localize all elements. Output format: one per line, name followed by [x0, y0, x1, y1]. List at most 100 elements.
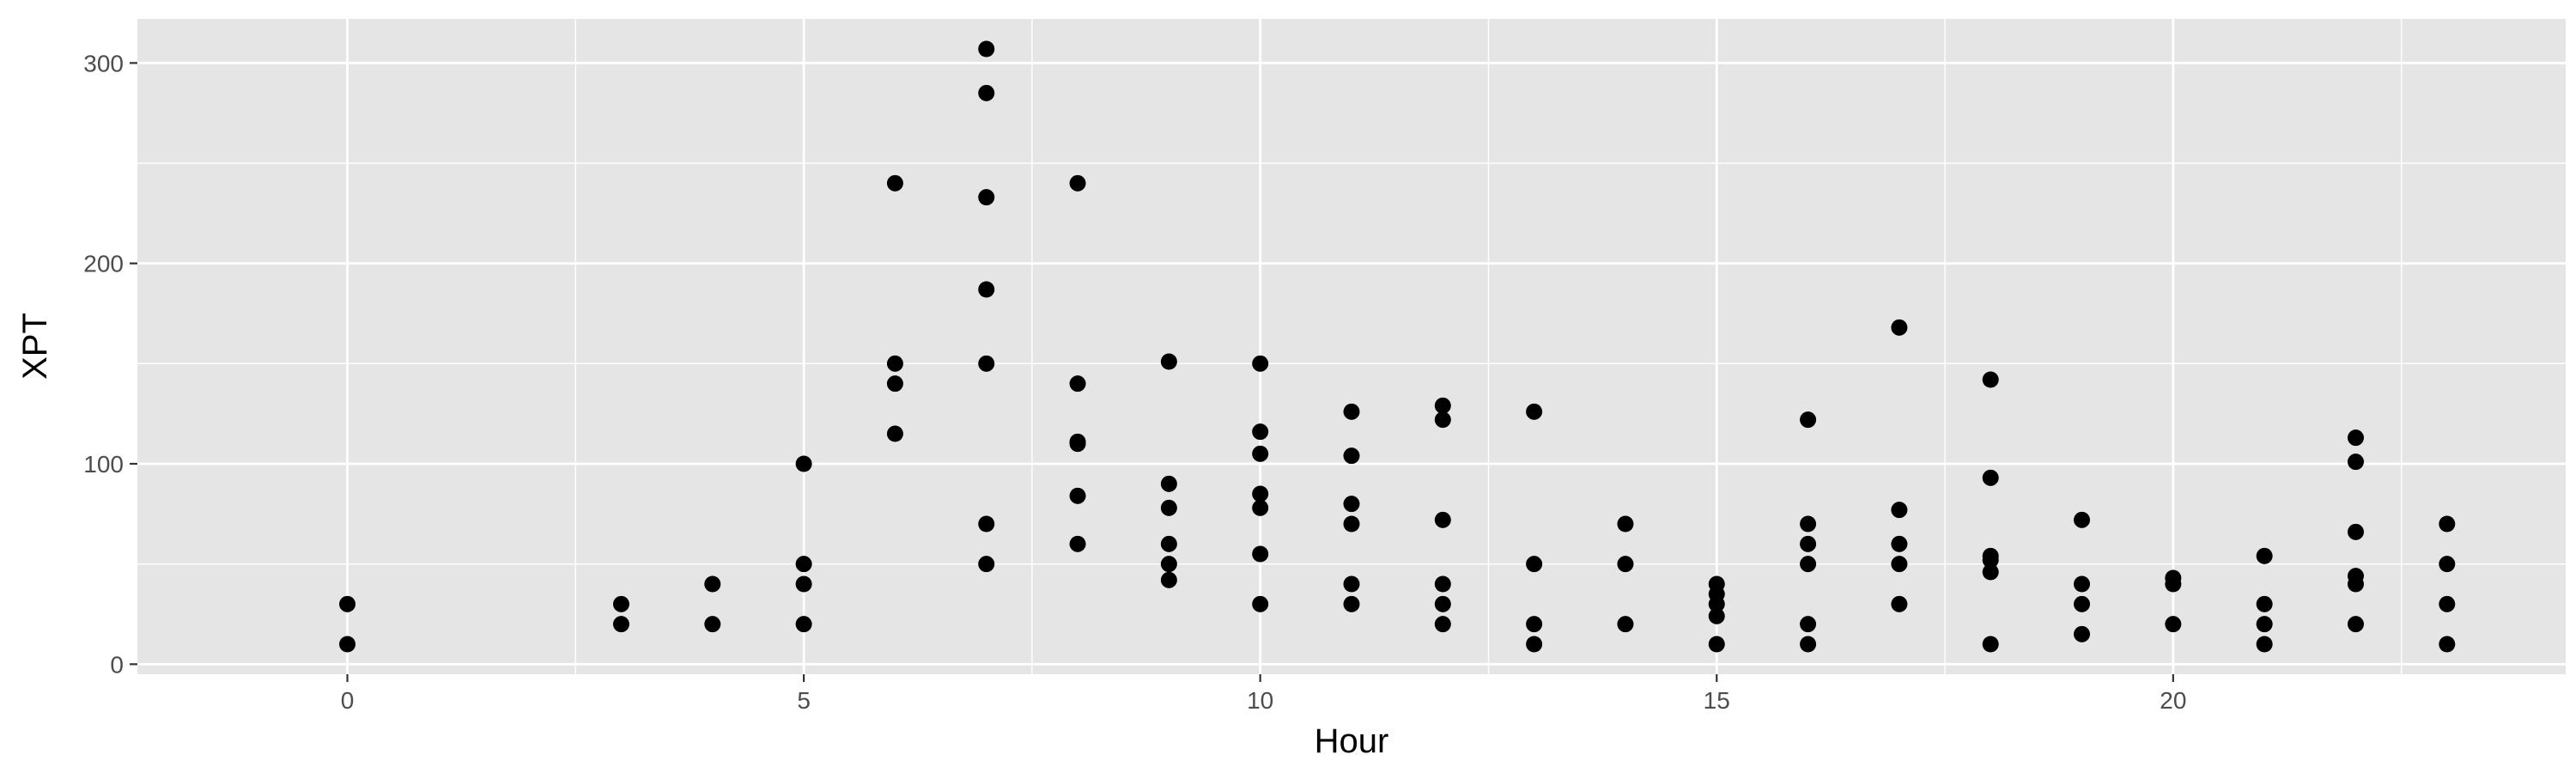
data-point — [1434, 595, 1451, 612]
data-point — [2074, 595, 2091, 612]
data-point — [2165, 616, 2182, 633]
data-point — [1343, 595, 1360, 612]
data-point — [1252, 485, 1269, 502]
x-tick-label: 15 — [1704, 687, 1730, 714]
y-tick-label: 200 — [83, 251, 124, 277]
data-point — [2074, 511, 2091, 528]
data-point — [1069, 174, 1086, 192]
data-point — [886, 375, 903, 393]
data-point — [2347, 429, 2364, 447]
data-point — [2439, 595, 2456, 612]
data-point — [795, 616, 812, 633]
data-point — [1343, 515, 1360, 533]
data-point — [1982, 469, 1999, 486]
data-point — [1252, 423, 1269, 441]
data-point — [2347, 575, 2364, 593]
data-point — [1252, 355, 1269, 372]
data-point — [1708, 607, 1725, 624]
data-point — [1343, 403, 1360, 420]
data-point — [1069, 535, 1086, 552]
data-point — [1891, 556, 1908, 573]
data-point — [1252, 595, 1269, 612]
data-point — [1160, 535, 1177, 552]
y-axis: 0 100 200 300 — [83, 50, 137, 678]
data-point — [2347, 523, 2364, 540]
x-tick-label: 10 — [1247, 687, 1273, 714]
x-tick-label: 0 — [341, 687, 355, 714]
data-point — [1800, 411, 1817, 429]
data-point — [1252, 499, 1269, 516]
data-point — [1982, 636, 1999, 653]
data-point — [1434, 575, 1451, 593]
data-point — [886, 425, 903, 442]
x-axis: 0 5 10 15 20 — [341, 674, 2186, 714]
data-point — [704, 575, 721, 593]
data-point — [1526, 403, 1543, 420]
data-points — [339, 40, 2456, 653]
data-point — [886, 355, 903, 372]
plot-panel — [137, 19, 2566, 674]
data-point — [2439, 636, 2456, 653]
data-point — [612, 595, 629, 612]
data-point — [978, 355, 995, 372]
data-point — [2347, 616, 2364, 633]
data-point — [1434, 616, 1451, 633]
data-point — [1800, 636, 1817, 653]
data-point — [339, 636, 356, 653]
data-point — [2256, 616, 2273, 633]
data-point — [2165, 575, 2182, 593]
data-point — [2439, 515, 2456, 533]
data-point — [704, 616, 721, 633]
data-point — [1434, 411, 1451, 429]
data-point — [978, 40, 995, 58]
data-point — [1800, 535, 1817, 552]
data-point — [978, 189, 995, 206]
data-point — [2074, 625, 2091, 642]
data-point — [1982, 371, 1999, 388]
data-point — [795, 455, 812, 472]
data-point — [1982, 551, 1999, 569]
data-point — [1617, 616, 1634, 633]
data-point — [1526, 616, 1543, 633]
data-point — [1800, 556, 1817, 573]
data-point — [339, 595, 356, 612]
data-point — [1891, 535, 1908, 552]
data-point — [795, 556, 812, 573]
data-point — [1434, 397, 1451, 414]
data-point — [1343, 575, 1360, 593]
data-point — [1069, 435, 1086, 453]
data-point — [1891, 595, 1908, 612]
x-tick-label: 20 — [2160, 687, 2186, 714]
data-point — [978, 281, 995, 298]
data-point — [1891, 319, 1908, 336]
data-point — [1617, 515, 1634, 533]
data-point — [2074, 575, 2091, 593]
data-point — [1526, 556, 1543, 573]
data-point — [1160, 353, 1177, 370]
y-tick-label: 100 — [83, 451, 124, 478]
data-point — [1891, 502, 1908, 519]
x-tick-label: 5 — [797, 687, 811, 714]
x-axis-title: Hour — [1315, 722, 1389, 760]
data-point — [1343, 447, 1360, 465]
data-point — [978, 84, 995, 101]
data-point — [1800, 616, 1817, 633]
data-point — [1252, 545, 1269, 563]
data-point — [2439, 556, 2456, 573]
data-point — [1617, 556, 1634, 573]
data-point — [1160, 556, 1177, 573]
data-point — [1982, 563, 1999, 581]
data-point — [1708, 595, 1725, 612]
y-tick-label: 300 — [83, 50, 124, 76]
data-point — [1069, 375, 1086, 393]
data-point — [1343, 496, 1360, 513]
y-tick-label: 0 — [110, 651, 124, 678]
data-point — [1526, 636, 1543, 653]
data-point — [1160, 571, 1177, 588]
data-point — [612, 616, 629, 633]
data-point — [1800, 515, 1817, 533]
data-point — [2347, 453, 2364, 471]
data-point — [2256, 595, 2273, 612]
data-point — [978, 556, 995, 573]
